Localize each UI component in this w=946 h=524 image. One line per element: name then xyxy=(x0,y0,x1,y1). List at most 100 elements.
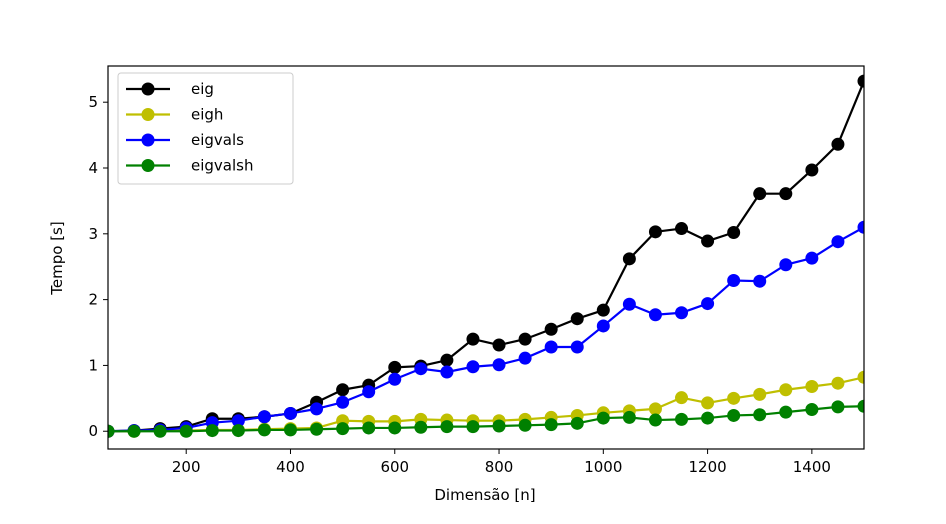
data-point-eigvalsh xyxy=(727,408,741,422)
data-point-eig xyxy=(701,234,715,248)
data-point-eigvalsh xyxy=(779,405,793,419)
legend-item-eig: eig xyxy=(126,80,214,98)
data-point-eigh xyxy=(727,391,741,405)
data-point-eigvalsh xyxy=(362,421,376,435)
data-point-eigvals xyxy=(596,319,610,333)
data-point-eig xyxy=(622,252,636,266)
x-tick-label: 1400 xyxy=(793,458,831,476)
x-tick-label: 800 xyxy=(485,458,514,476)
data-point-eig xyxy=(440,353,454,367)
data-point-eig xyxy=(492,338,506,352)
y-axis-label: Tempo [s] xyxy=(48,221,66,295)
data-point-eig xyxy=(727,225,741,239)
data-point-eigvalsh xyxy=(283,423,297,437)
legend-label: eigvals xyxy=(191,131,244,149)
data-point-eigvals xyxy=(362,385,376,399)
data-point-eigvalsh xyxy=(648,413,662,427)
legend-marker xyxy=(141,108,155,121)
data-point-eigh xyxy=(648,402,662,416)
data-point-eigvalsh xyxy=(622,410,636,424)
legend-item-eigvals: eigvals xyxy=(126,131,244,149)
data-point-eig xyxy=(596,303,610,317)
data-point-eigvals xyxy=(492,358,506,372)
y-tick-label: 3 xyxy=(88,225,98,243)
data-point-eigvals xyxy=(570,340,584,354)
legend-label: eigh xyxy=(191,106,223,124)
data-point-eig xyxy=(805,163,819,177)
data-point-eigvalsh xyxy=(753,408,767,422)
data-point-eig xyxy=(544,322,558,336)
data-point-eigvalsh xyxy=(466,420,480,434)
data-point-eigvalsh xyxy=(544,418,558,432)
y-tick-label: 2 xyxy=(88,291,98,309)
data-point-eigvalsh xyxy=(675,412,689,426)
data-point-eig xyxy=(648,225,662,239)
data-point-eigvalsh xyxy=(231,424,245,438)
series-eigvals xyxy=(108,220,864,438)
data-point-eig xyxy=(570,312,584,326)
legend-box xyxy=(117,72,294,185)
data-point-eigvalsh xyxy=(205,424,219,438)
data-point-eigvalsh xyxy=(336,422,350,436)
data-point-eigvalsh xyxy=(701,411,715,425)
x-tick-label: 1200 xyxy=(688,458,726,476)
data-point-eigvalsh xyxy=(153,424,167,438)
data-point-eigvals xyxy=(805,251,819,265)
data-point-eigvals xyxy=(283,406,297,420)
y-tick-label: 5 xyxy=(88,93,98,111)
data-point-eigvals xyxy=(231,414,245,428)
legend-label: eigvalsh xyxy=(191,157,253,175)
data-point-eigvalsh xyxy=(570,416,584,430)
data-point-eigvalsh xyxy=(310,422,324,436)
data-point-eigvals xyxy=(727,274,741,288)
data-point-eigvalsh xyxy=(179,424,193,438)
data-point-eigvalsh xyxy=(492,419,506,433)
data-point-eig xyxy=(518,332,532,346)
axes-layer: 200 400 600 800 1000 1200 1400 0 1 2 3 4 5 xyxy=(88,65,865,476)
data-point-eig xyxy=(388,360,402,374)
data-point-eig xyxy=(831,137,845,151)
y-tick-label: 0 xyxy=(88,422,98,440)
data-point-eigh xyxy=(779,383,793,397)
data-point-eig xyxy=(857,74,864,88)
legend-marker xyxy=(141,82,155,96)
data-point-eigh xyxy=(805,379,819,393)
data-point-eigvals xyxy=(648,308,662,322)
data-point-eigvalsh xyxy=(257,423,271,437)
legend-marker xyxy=(141,133,155,147)
x-tick-label: 1000 xyxy=(584,458,622,476)
data-point-eigvals xyxy=(753,274,767,288)
data-point-eigh xyxy=(675,391,689,405)
x-tick-label: 200 xyxy=(172,458,201,476)
series-eigvalsh xyxy=(108,399,864,438)
data-point-eigvals xyxy=(310,402,324,416)
data-point-eigvals xyxy=(257,410,271,424)
data-point-eigvals xyxy=(388,372,402,386)
data-point-eigvals xyxy=(675,306,689,320)
data-point-eigvalsh xyxy=(518,418,532,432)
data-point-eigvalsh xyxy=(108,424,115,438)
x-axis-label: Dimensão [n] xyxy=(434,486,535,504)
data-point-eig xyxy=(336,383,350,397)
data-point-eigvalsh xyxy=(127,424,141,438)
data-point-eigh xyxy=(753,387,767,401)
data-point-eigh xyxy=(701,396,715,410)
x-tick-label: 400 xyxy=(276,458,305,476)
data-point-eigvalsh xyxy=(596,411,610,425)
legend-marker xyxy=(141,159,155,172)
data-point-eigvals xyxy=(857,220,864,234)
y-tick-label: 1 xyxy=(88,356,98,374)
data-point-eig xyxy=(466,332,480,346)
legend-label: eig xyxy=(191,80,214,98)
data-point-eigh xyxy=(857,370,864,384)
legend-item-eigvalsh: eigvalsh xyxy=(126,157,253,175)
x-tick-label: 600 xyxy=(380,458,409,476)
data-point-eigvalsh xyxy=(857,399,864,413)
data-point-eig xyxy=(779,187,793,201)
data-point-eig xyxy=(753,187,767,201)
series-layer xyxy=(108,74,864,438)
data-point-eigvals xyxy=(622,297,636,311)
data-point-eigvalsh xyxy=(388,421,402,435)
data-point-eigvals xyxy=(518,351,532,365)
